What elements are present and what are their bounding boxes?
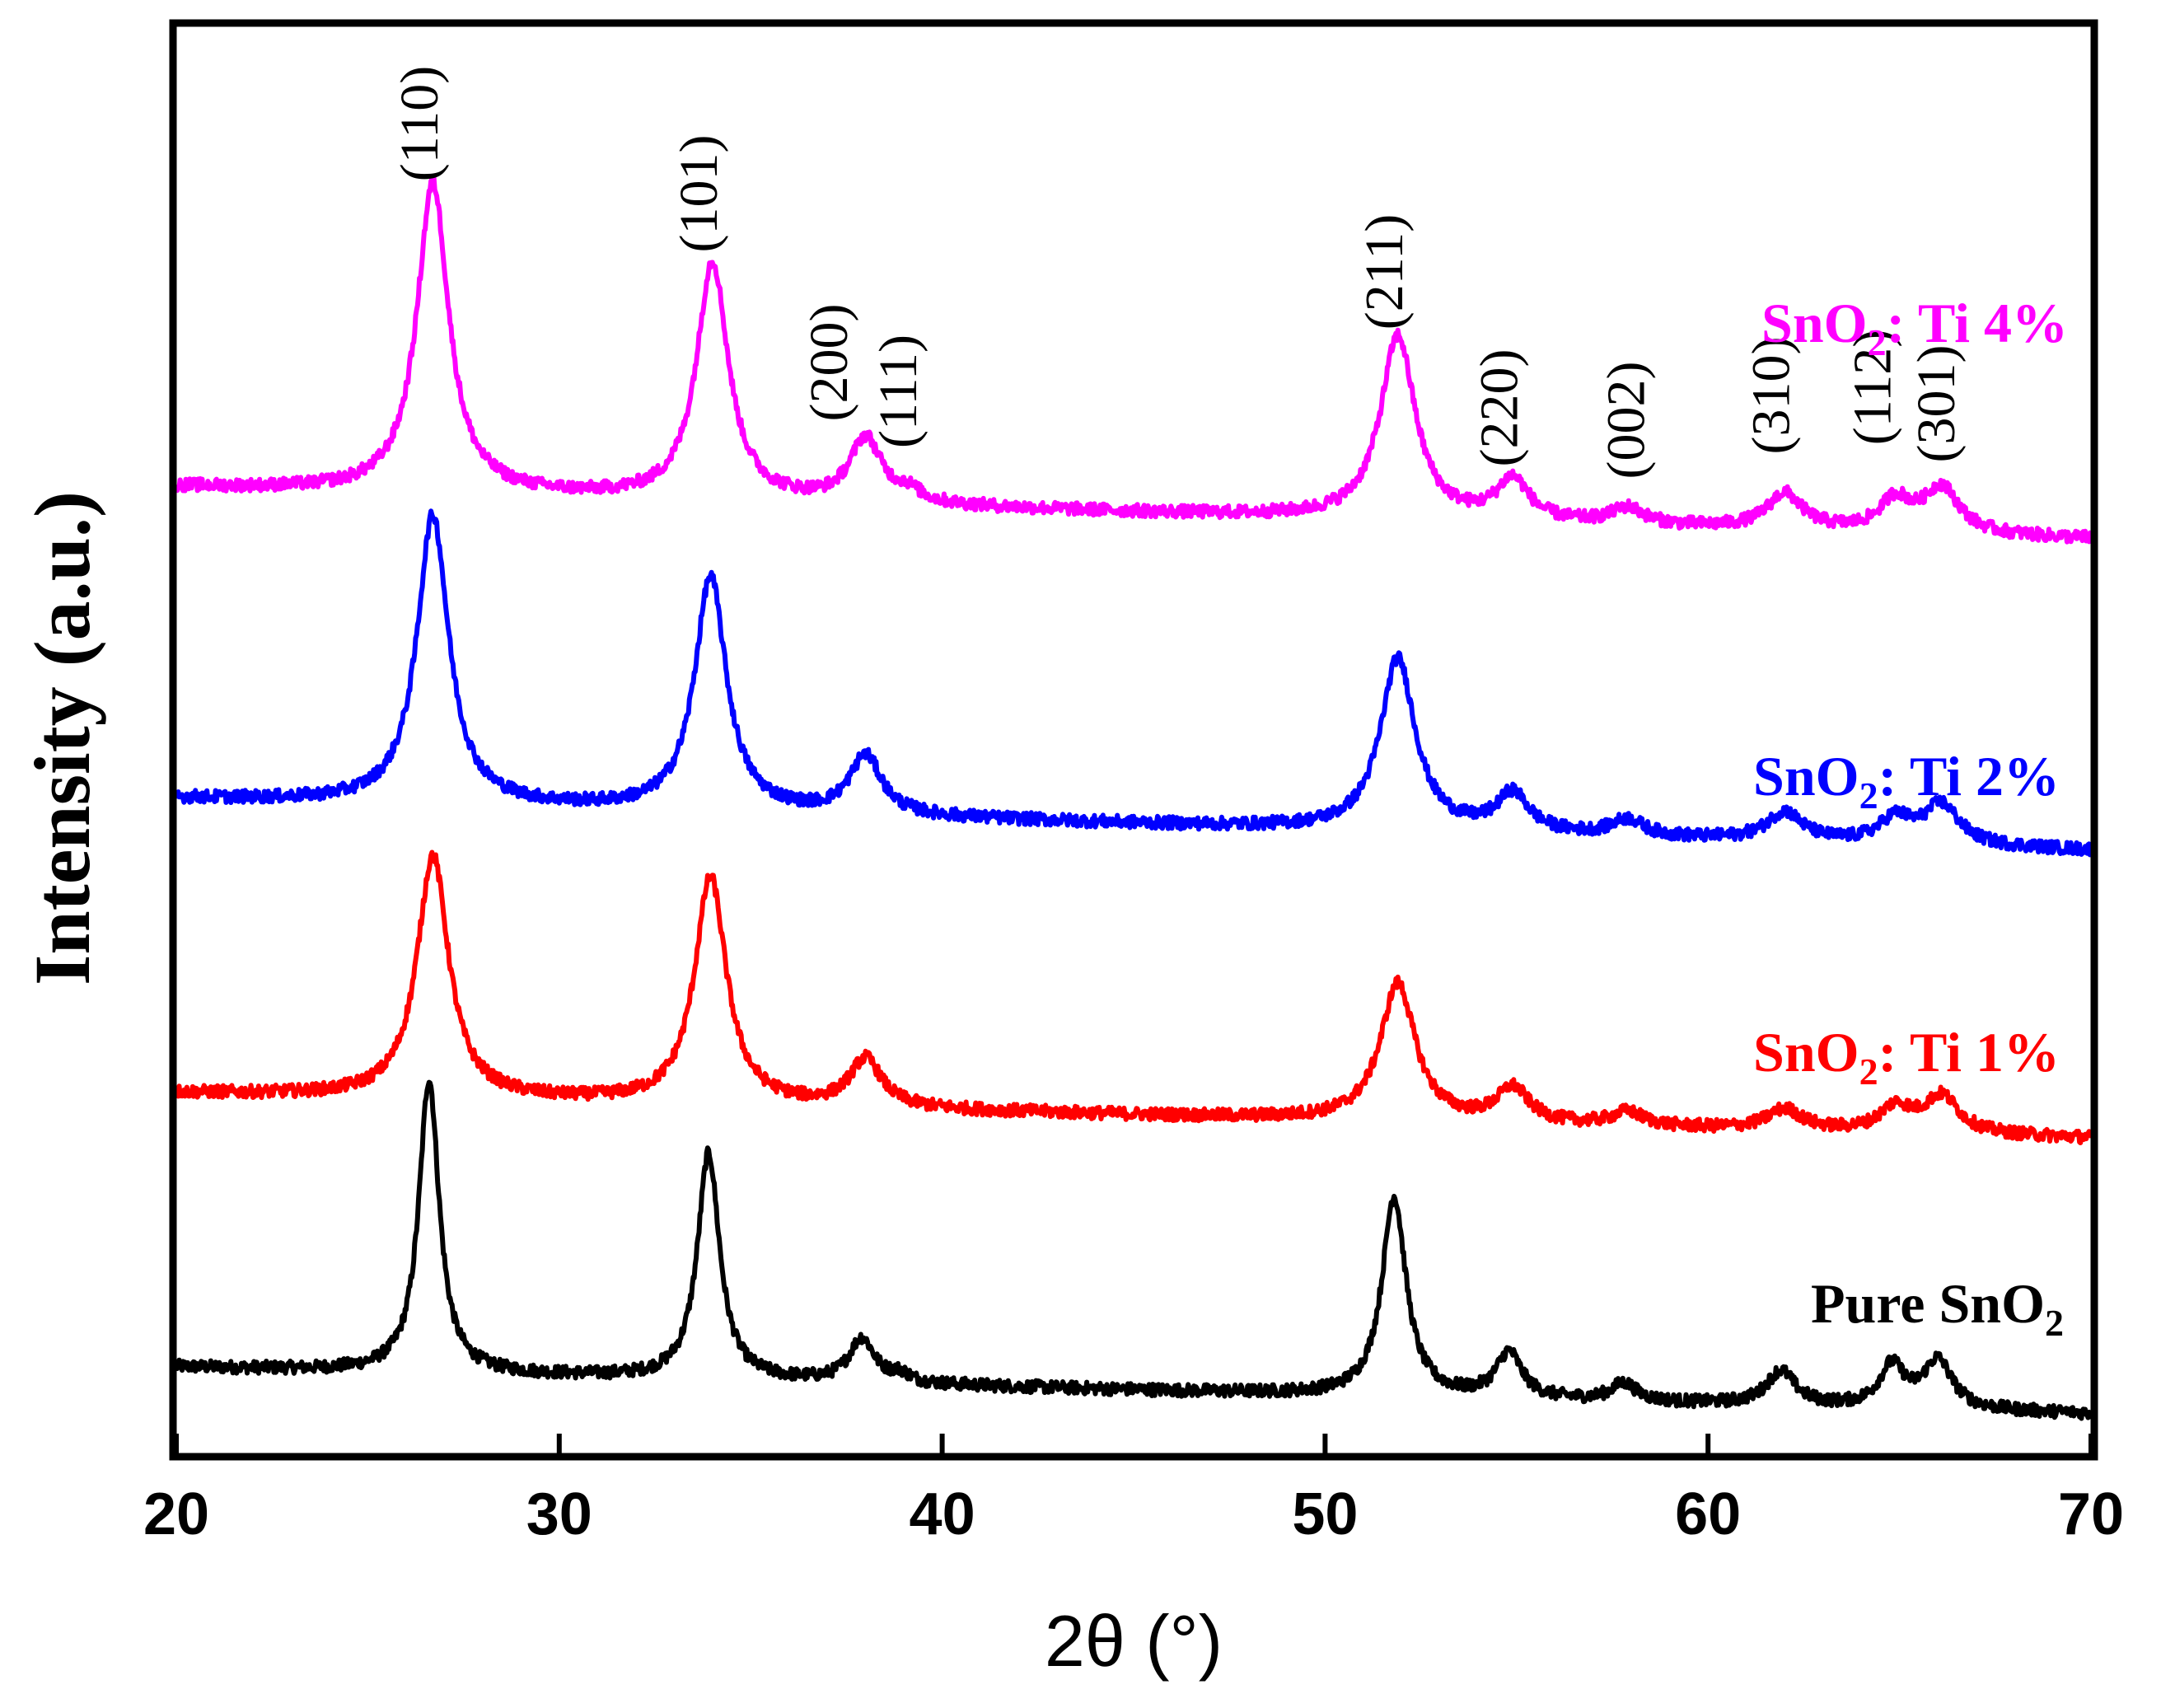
peak-label-6: (002)	[1597, 362, 1657, 480]
legend-label-1: Pure SnO2	[1811, 1272, 2064, 1344]
plot-frame	[169, 19, 2098, 1461]
legend-label-2: SnO2: Ti 1%	[1753, 1021, 2060, 1093]
tick-layer: 20 30 40 50 60 70	[143, 1434, 2124, 1547]
peak-label-0: (110)	[390, 66, 450, 182]
peak-label-2: (200)	[799, 304, 859, 422]
peak-label-3: (111)	[868, 335, 928, 448]
x-tick-label-3: 50	[1292, 1481, 1358, 1547]
legend-label-3: SnO2: Ti 2%	[1753, 745, 2060, 817]
series-line-2	[175, 849, 2093, 1145]
legend-label-4: SnO2: Ti 4%	[1761, 292, 2068, 363]
legend-layer: Pure SnO2 SnO2: Ti 1% SnO2: Ti 2% SnO2: Ti …	[1753, 292, 2068, 1344]
peak-label-7: (310)	[1742, 337, 1802, 455]
x-tick-label-4: 60	[1675, 1481, 1741, 1547]
series-line-1	[174, 1079, 2093, 1421]
y-axis-title: Intensity (a.u.)	[18, 491, 106, 985]
x-tick-label-5: 70	[2058, 1481, 2124, 1547]
peak-label-1: (101)	[669, 135, 729, 253]
peak-label-4: (211)	[1354, 214, 1415, 330]
x-tick-label-1: 30	[526, 1481, 592, 1547]
series-layer	[174, 175, 2093, 1421]
x-axis-title: 2θ (°)	[1045, 1600, 1223, 1682]
x-tick-label-0: 20	[143, 1481, 209, 1547]
peak-label-5: (220)	[1470, 349, 1530, 467]
series-line-3	[174, 508, 2093, 858]
peak-label-9: (301)	[1906, 345, 1967, 463]
series-line-4	[174, 175, 2093, 545]
peak-label-layer: (110) (101) (200) (111) (211) (220) (002) (310)…	[390, 66, 1967, 480]
x-tick-label-2: 40	[910, 1481, 975, 1547]
peak-label-8: (112)	[1842, 330, 1902, 446]
